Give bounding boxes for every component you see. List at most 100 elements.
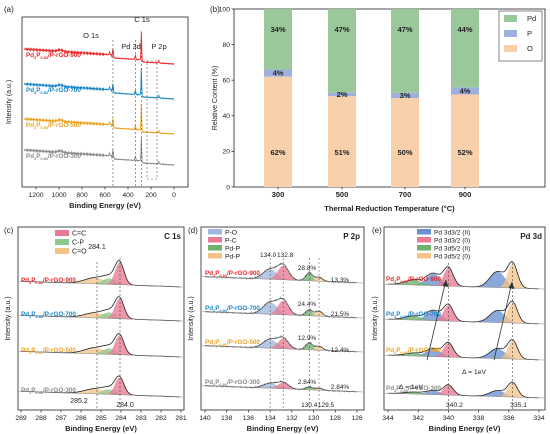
legend-label: O — [527, 44, 533, 53]
fit-component-area — [21, 278, 180, 287]
bar-segment-p — [451, 87, 479, 95]
y-tick-label: 0 — [226, 184, 230, 191]
x-tick-label: 285 — [95, 415, 107, 422]
annotation-label: 130.4 — [301, 402, 318, 409]
sample-label: Pd3P0.80/P-rGO-300 — [205, 379, 260, 387]
bar-segment-pd — [451, 9, 479, 88]
bar-segment-pd — [391, 9, 419, 93]
bar-segment-o — [264, 76, 292, 187]
x-tick-label: 900 — [459, 190, 472, 199]
legend-label: Pd — [527, 14, 536, 23]
x-tick-label: 700 — [399, 190, 412, 199]
x-tick-label: 289 — [15, 415, 27, 422]
baseline-line — [18, 350, 184, 358]
legend-swatch — [208, 229, 222, 235]
sample-label: Pd3P0.80/P-rGO-300 — [386, 385, 441, 393]
sample-label: Pd3P0.80/P-rGO-700 — [386, 311, 441, 319]
sample-label: Pd3P0.80/P-rGO-300 — [26, 153, 81, 161]
legend-swatch — [55, 239, 69, 245]
arrow-head — [508, 282, 515, 289]
annotation-label: 284.1 — [88, 244, 106, 251]
bar-segment-pd — [328, 9, 356, 93]
legend-label: C=O — [72, 249, 87, 256]
legend-swatch — [417, 229, 431, 235]
fit-component-area — [388, 280, 539, 289]
x-tick-label: 1000 — [51, 192, 66, 199]
sample-label: Pd3P0.80/P-rGO-900 — [26, 52, 81, 60]
fit-component-area — [205, 300, 357, 318]
baseline-line — [18, 280, 184, 288]
x-tick-label: 344 — [382, 415, 394, 422]
panel-c-tag: (c) — [4, 226, 14, 235]
legend-label: Pd-P — [225, 246, 241, 253]
x-tick-label: 286 — [75, 415, 87, 422]
annotation-label: 129.5 — [318, 402, 335, 409]
legend-swatch — [55, 230, 69, 236]
fit-component-area — [205, 338, 357, 352]
fit-component-area — [388, 316, 539, 324]
legend-label: Pd 3d5/2 (II) — [434, 246, 470, 253]
panel-c-ylabel: Intensity (a.u.) — [5, 296, 12, 340]
panel-d-frame — [200, 226, 365, 411]
x-tick-label: 1200 — [28, 192, 43, 199]
annotation-label: 13.3% — [331, 277, 350, 284]
panel-d-ylabel: Intensity (a.u.) — [188, 296, 195, 340]
data-label-pd: 44% — [457, 25, 472, 34]
sample-label: Pd3P0.80/P-rGO-500 — [26, 122, 81, 130]
peak-label: O 1s — [83, 31, 99, 40]
legend-swatch — [417, 237, 431, 243]
x-tick-label: 130 — [308, 415, 320, 422]
sample-label: Pd3P0.80/P-rGO-900 — [205, 270, 260, 278]
y-tick-label: 80 — [222, 42, 230, 49]
legend-swatch — [504, 30, 517, 37]
sample-label: Pd3P0.80/P-rGO-900 — [21, 277, 76, 285]
annotation-label: 12.4% — [331, 347, 350, 354]
baseline-line — [384, 354, 545, 361]
fit-component-area — [388, 390, 539, 398]
fit-component-area — [21, 348, 180, 357]
panel-a-tag: (a) — [4, 5, 14, 14]
peak-label: P 2p — [151, 42, 166, 51]
panel-a-xlabel: Binding Energy (eV) — [69, 201, 141, 210]
data-label-o: 52% — [457, 148, 472, 157]
annotation-label: 12.9% — [298, 335, 317, 342]
legend-label: C-P — [72, 240, 84, 247]
annotation-label: 2.84% — [331, 384, 350, 391]
x-tick-label: 200 — [145, 192, 157, 199]
y-tick-label: 20 — [222, 149, 230, 156]
baseline-line — [384, 392, 545, 399]
data-label-pd: 34% — [270, 25, 285, 34]
sample-label: Pd3P0.80/P-rGO-500 — [386, 347, 441, 355]
y-tick-label: 60 — [222, 78, 230, 85]
x-tick-label: 138 — [221, 415, 233, 422]
legend-swatch — [208, 253, 222, 259]
x-tick-label: 283 — [135, 415, 147, 422]
annotation-label: 284.0 — [116, 402, 134, 409]
survey-spectrum-line — [24, 136, 175, 166]
baseline-line — [201, 311, 364, 319]
arrow-head — [442, 280, 449, 287]
data-label-pd: 47% — [397, 25, 412, 34]
sample-label: Pd3P0.80/P-rGO-500 — [205, 339, 260, 347]
data-label-p: 3% — [400, 91, 411, 100]
data-label-pd: 47% — [334, 25, 349, 34]
annotation-label: Δ = 1eV — [399, 384, 423, 391]
x-tick-label: 284 — [115, 415, 127, 422]
panel-e-element: Pd 3d — [520, 232, 542, 241]
legend-swatch — [208, 237, 222, 243]
annotation-label: Δ = 1eV — [462, 369, 486, 376]
legend-swatch — [417, 245, 431, 251]
panel-e-ylabel: Intensity (a.u.) — [372, 296, 379, 340]
legend-swatch — [55, 248, 69, 254]
data-label-o: 50% — [397, 148, 412, 157]
sample-label: Pd3P0.80/P-rGO-700 — [205, 305, 260, 313]
annotation-label: 28.8% — [298, 265, 317, 272]
legend-swatch — [208, 245, 222, 251]
y-tick-label: 100 — [219, 6, 231, 13]
legend-label: P-O — [225, 230, 237, 237]
panel-b-ylabel: Relative Content (%) — [212, 66, 219, 131]
fit-component-area — [21, 389, 180, 397]
x-tick-label: 600 — [99, 192, 111, 199]
survey-spectrum-line — [24, 31, 175, 65]
